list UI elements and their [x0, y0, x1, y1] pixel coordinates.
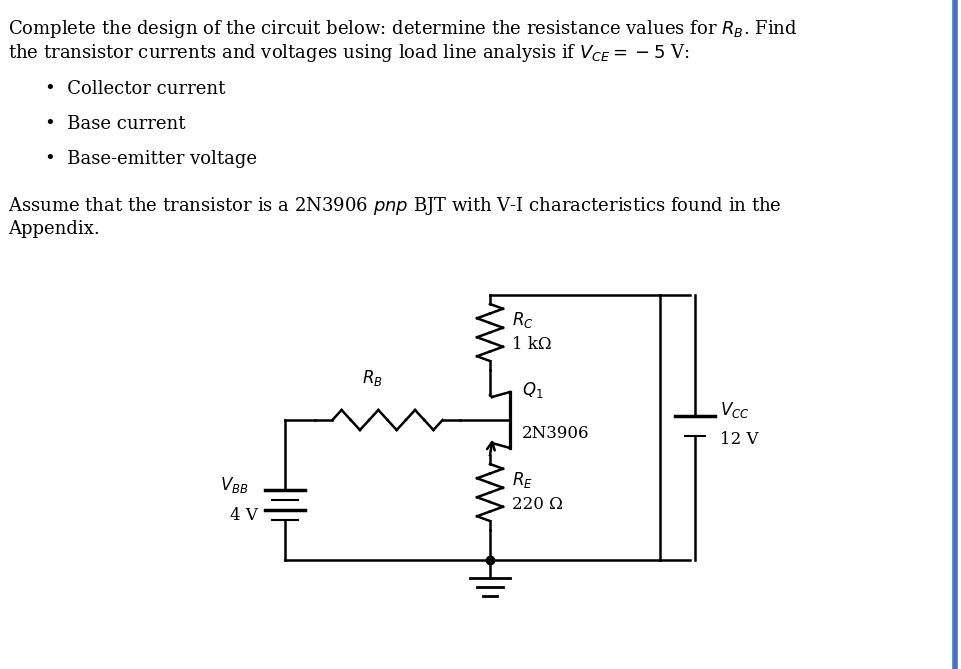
- Text: 2N3906: 2N3906: [522, 425, 589, 442]
- Text: $R_C$: $R_C$: [512, 310, 533, 330]
- Text: Complete the design of the circuit below: determine the resistance values for $R: Complete the design of the circuit below…: [8, 18, 798, 40]
- Text: 1 kΩ: 1 kΩ: [512, 336, 552, 353]
- Text: Appendix.: Appendix.: [8, 220, 100, 238]
- Text: $R_E$: $R_E$: [512, 470, 533, 490]
- Text: $R_B$: $R_B$: [362, 368, 382, 388]
- Text: •  Base-emitter voltage: • Base-emitter voltage: [45, 150, 257, 168]
- Text: $V_{BB}$: $V_{BB}$: [220, 475, 249, 495]
- Text: •  Base current: • Base current: [45, 115, 185, 133]
- Text: 4 V: 4 V: [230, 506, 258, 524]
- Text: 12 V: 12 V: [720, 431, 758, 448]
- Text: $Q_1$: $Q_1$: [522, 380, 544, 400]
- Text: the transistor currents and voltages using load line analysis if $V_{CE} = -5$ V: the transistor currents and voltages usi…: [8, 42, 689, 64]
- Text: $V_{CC}$: $V_{CC}$: [720, 399, 750, 419]
- Text: 220 Ω: 220 Ω: [512, 496, 563, 513]
- Text: •  Collector current: • Collector current: [45, 80, 226, 98]
- Text: Assume that the transistor is a 2N3906 $pnp$ BJT with V-I characteristics found : Assume that the transistor is a 2N3906 $…: [8, 195, 781, 217]
